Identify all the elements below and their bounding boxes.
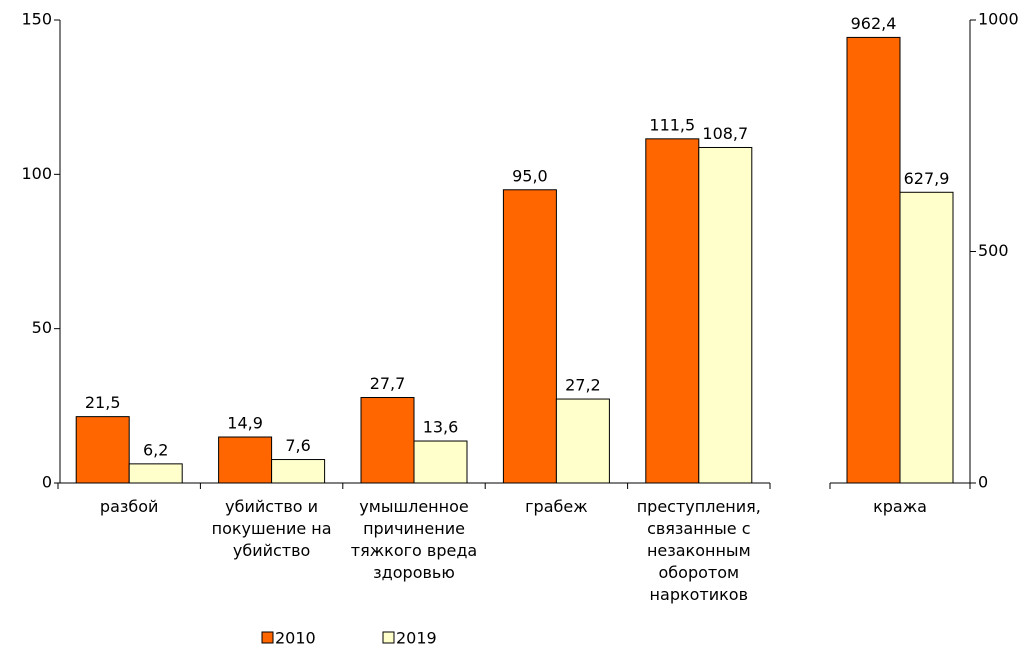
bar xyxy=(555,398,610,484)
bar xyxy=(645,138,700,484)
bar xyxy=(413,440,468,484)
x-tick-label: кража xyxy=(873,497,927,516)
x-tick-label: грабеж xyxy=(525,497,588,516)
bar xyxy=(502,189,557,484)
bar xyxy=(360,396,415,484)
x-tick-label: разбой xyxy=(99,497,159,516)
value-label: 7,6 xyxy=(285,436,310,455)
value-label: 21,5 xyxy=(85,393,121,412)
y-tick-label: 0 xyxy=(978,473,988,492)
value-label: 111,5 xyxy=(649,115,695,134)
value-label: 6,2 xyxy=(143,440,168,459)
value-label: 27,7 xyxy=(370,374,406,393)
legend-swatch xyxy=(382,631,395,644)
value-label: 108,7 xyxy=(702,124,748,143)
legend-label: 2019 xyxy=(396,629,437,648)
y-tick-label: 50 xyxy=(32,318,52,337)
bar xyxy=(698,146,753,484)
bar xyxy=(75,416,130,484)
y-tick-label: 100 xyxy=(21,164,52,183)
bar xyxy=(218,436,273,484)
value-label: 14,9 xyxy=(227,414,263,433)
legend-swatch xyxy=(261,631,274,644)
bar xyxy=(271,459,326,484)
y-tick-label: 0 xyxy=(42,473,52,492)
value-label: 627,9 xyxy=(904,169,950,188)
value-label: 13,6 xyxy=(423,418,459,437)
y-tick-label: 1000 xyxy=(978,10,1019,29)
y-tick-label: 500 xyxy=(978,241,1009,260)
bar xyxy=(899,191,954,484)
x-tick-label: преступления, связанные с незаконным обо… xyxy=(636,497,761,604)
bar xyxy=(128,463,183,484)
value-label: 27,2 xyxy=(565,376,601,395)
x-tick-label: умышленное причинение тяжкого вреда здор… xyxy=(350,497,478,582)
x-tick-label: убийство и покушение на убийство xyxy=(211,497,332,560)
legend-label: 2010 xyxy=(275,629,316,648)
bar xyxy=(846,36,901,484)
value-label: 95,0 xyxy=(512,166,548,185)
y-tick-label: 150 xyxy=(21,10,52,29)
value-label: 962,4 xyxy=(851,14,897,33)
